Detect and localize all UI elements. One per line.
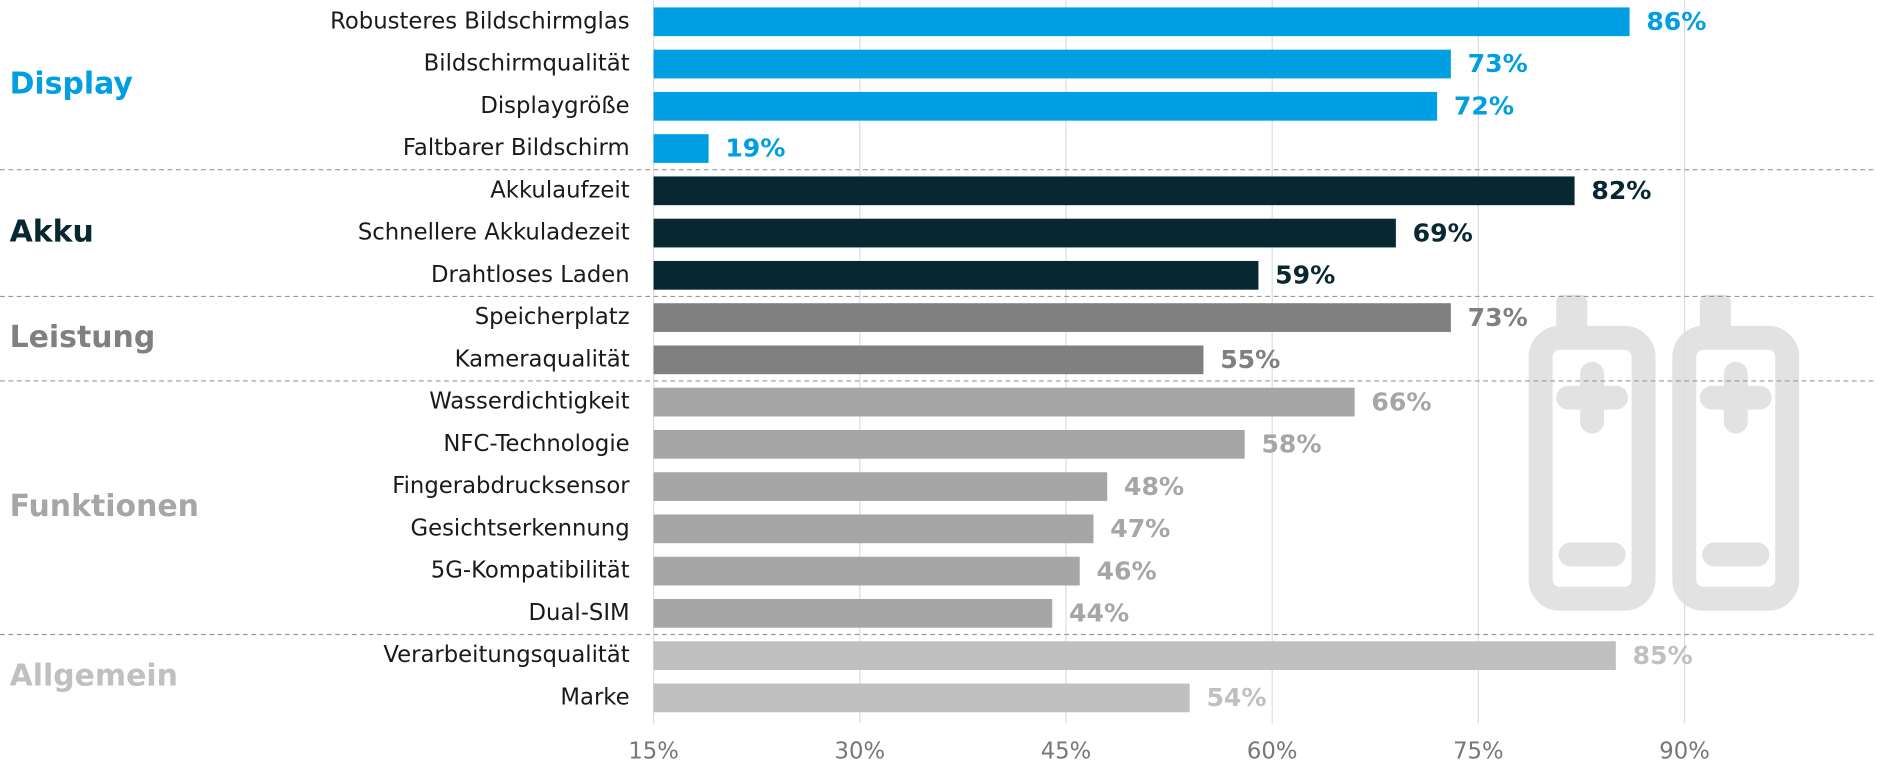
value-label: 69% xyxy=(1413,218,1473,247)
bar xyxy=(653,176,1575,206)
category-label: Fingerabdrucksensor xyxy=(392,473,630,499)
category-label: Akkulaufzeit xyxy=(490,177,629,203)
category-label: Bildschirmqualität xyxy=(424,51,630,77)
group-label: Allgemein xyxy=(10,658,178,693)
bar xyxy=(653,514,1094,544)
bar xyxy=(653,7,1630,37)
value-label: 73% xyxy=(1468,49,1528,78)
bar xyxy=(653,218,1396,248)
value-label: 72% xyxy=(1454,91,1514,120)
bar xyxy=(653,387,1355,417)
bar xyxy=(653,303,1451,332)
value-label: 82% xyxy=(1591,176,1651,205)
bar xyxy=(653,345,1204,375)
category-label: Drahtloses Laden xyxy=(431,262,630,288)
category-label: Verarbeitungsqualität xyxy=(383,642,629,668)
bar xyxy=(653,683,1190,713)
bar xyxy=(653,91,1438,121)
group-label: Leistung xyxy=(10,320,156,355)
value-label: 86% xyxy=(1646,7,1706,36)
bar xyxy=(653,641,1616,670)
category-label: Speicherplatz xyxy=(475,304,630,330)
category-label: Gesichtserkennung xyxy=(410,515,629,541)
value-label: 19% xyxy=(725,134,785,163)
x-tick-label: 75% xyxy=(1453,738,1504,763)
category-label: Displaygröße xyxy=(480,93,629,119)
value-label: 46% xyxy=(1096,556,1156,585)
value-label: 48% xyxy=(1124,472,1184,501)
x-tick-label: 30% xyxy=(835,738,886,763)
bar xyxy=(653,429,1245,459)
bar xyxy=(653,49,1451,79)
group-label: Funktionen xyxy=(10,489,199,524)
x-tick-label: 90% xyxy=(1659,738,1710,763)
value-label: 58% xyxy=(1261,430,1321,459)
value-label: 55% xyxy=(1220,345,1280,374)
battery-icons xyxy=(1528,294,1800,611)
category-label: Robusteres Bildschirmglas xyxy=(330,8,630,34)
value-label: 47% xyxy=(1110,514,1170,543)
x-tick-label: 45% xyxy=(1041,738,1092,763)
bar xyxy=(653,556,1080,586)
category-label: 5G-Kompatibilität xyxy=(431,558,630,584)
bar xyxy=(653,260,1259,290)
category-label: Schnellere Akkuladezeit xyxy=(358,220,630,246)
value-label: 59% xyxy=(1275,261,1335,290)
category-label: Marke xyxy=(560,684,629,710)
x-tick-label: 60% xyxy=(1247,738,1298,763)
bar xyxy=(653,472,1108,501)
value-label: 54% xyxy=(1206,683,1266,712)
category-label: Kameraqualität xyxy=(455,346,630,372)
category-label: Faltbarer Bildschirm xyxy=(403,135,630,161)
group-label: Display xyxy=(10,67,133,102)
value-label: 66% xyxy=(1371,387,1431,416)
value-label: 44% xyxy=(1069,599,1129,628)
bar xyxy=(653,134,709,163)
bar xyxy=(653,599,1053,628)
value-label: 85% xyxy=(1633,641,1693,670)
category-label: NFC-Technologie xyxy=(443,431,629,457)
group-label: Akku xyxy=(10,215,94,250)
value-label: 73% xyxy=(1468,303,1528,332)
category-label: Dual-SIM xyxy=(529,600,630,626)
category-label: Wasserdichtigkeit xyxy=(429,389,630,415)
x-tick-label: 15% xyxy=(628,738,679,763)
